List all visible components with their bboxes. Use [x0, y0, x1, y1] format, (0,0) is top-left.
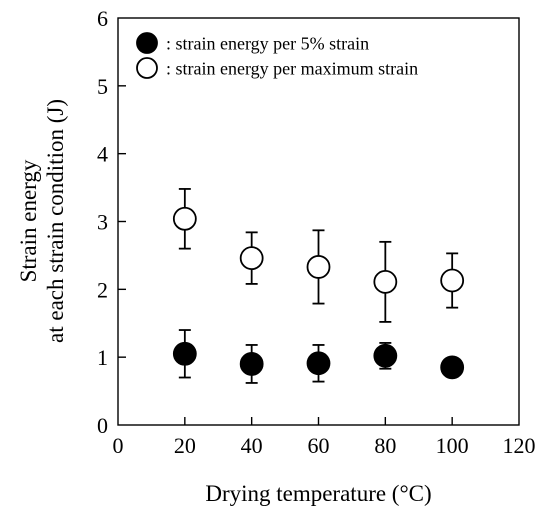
data-point-max-strain	[440, 268, 465, 293]
y-tick-label: 3	[97, 210, 108, 235]
x-tick-label: 60	[308, 433, 330, 458]
data-point-max-strain	[239, 246, 264, 271]
data-point-max-strain	[373, 269, 398, 294]
data-points	[172, 206, 465, 380]
data-point-5pct-strain	[440, 355, 465, 380]
data-point-5pct-strain	[239, 352, 264, 376]
legend-label-max: : strain energy per maximum strain	[166, 59, 418, 79]
y-axis-label-line-2: at each strain condition (J)	[43, 99, 68, 343]
x-tick-label: 100	[436, 433, 469, 458]
x-tick-label: 120	[503, 433, 536, 458]
x-tick-label: 40	[241, 433, 263, 458]
x-tick-label: 20	[174, 433, 196, 458]
y-tick-label: 4	[97, 142, 108, 167]
y-tick-label: 1	[97, 345, 108, 370]
x-tick-label: 80	[374, 433, 396, 458]
x-tick-label: 0	[113, 433, 124, 458]
y-tick-label: 5	[97, 74, 108, 99]
data-point-5pct-strain	[172, 341, 197, 366]
legend: : strain energy per 5% strain : strain e…	[136, 32, 418, 79]
y-axis-label-line-1: Strain energy	[16, 159, 41, 282]
y-tick-label: 6	[97, 6, 108, 31]
legend-marker-filled	[136, 32, 158, 54]
legend-marker-open	[136, 57, 158, 79]
axis-ticks: 0 20 40 60 80 100 120 0 1 2 3 4 5 6	[97, 6, 536, 458]
data-point-max-strain	[172, 206, 197, 231]
data-point-5pct-strain	[306, 351, 331, 376]
data-point-5pct-strain	[373, 343, 398, 368]
y-axis-label: Strain energy at each strain condition (…	[16, 99, 68, 343]
y-tick-label: 2	[97, 277, 108, 302]
y-tick-label: 0	[97, 413, 108, 438]
legend-label-5pct: : strain energy per 5% strain	[166, 34, 369, 54]
data-point-max-strain	[306, 255, 331, 279]
x-axis-label: Drying temperature (°C)	[205, 481, 431, 506]
